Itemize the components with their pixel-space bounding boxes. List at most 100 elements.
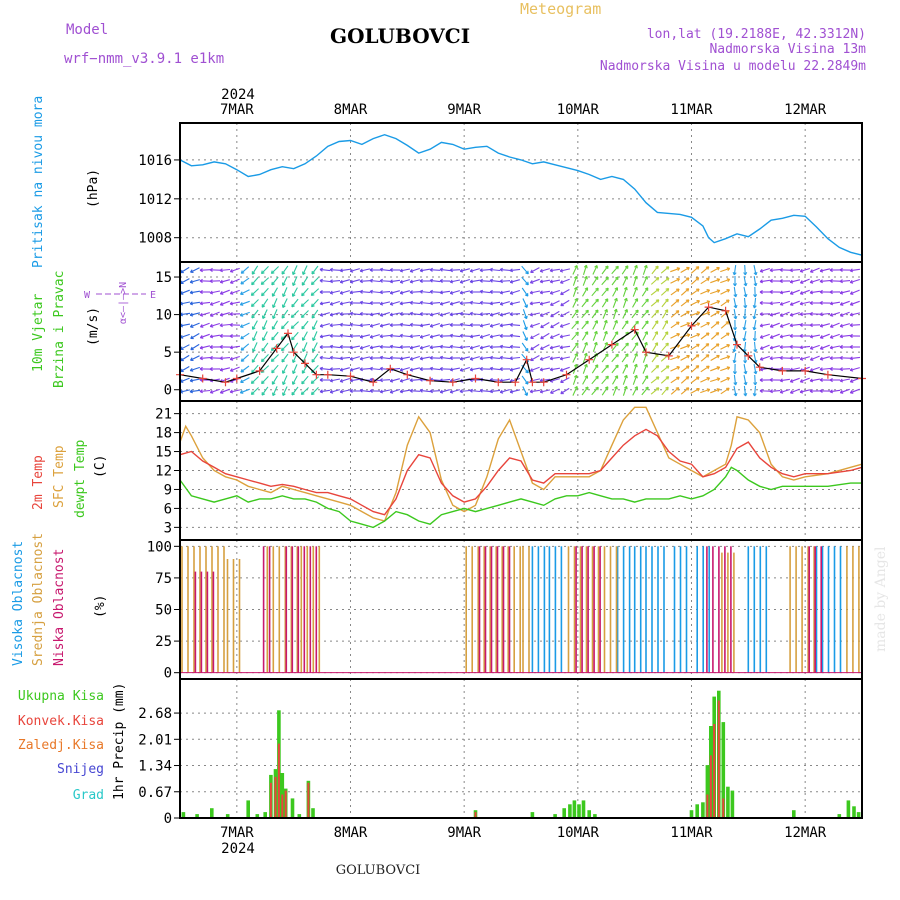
- wind-ytick-label: 0: [164, 383, 172, 399]
- total-rain-bar: [721, 722, 726, 818]
- bottom-date-axis: 7MAR 8MAR 9MAR 10MAR 11MAR 12MAR: [220, 825, 827, 841]
- temperature-ytick-label: 15: [155, 445, 172, 461]
- wind-panel: 0 5 10 15: [155, 261, 866, 402]
- convective-rain-bar: [277, 743, 280, 818]
- total-rain-bar: [705, 765, 710, 818]
- wind-gust-marker: [539, 378, 548, 387]
- date-tick-label-top: 9MAR: [447, 102, 481, 118]
- precip-legend: Ukupna Kisa Konvek.Kisa Zaledj.Kisa Snij…: [18, 683, 127, 803]
- wind-gust-marker: [289, 348, 298, 357]
- total-rain-bar: [246, 800, 250, 818]
- temp-ylabel-2m: 2m Temp: [31, 455, 46, 510]
- wind-ylabel: 10m Vjetar Brzina i Pravac (m/s) α<—|—>N…: [31, 271, 156, 388]
- year-top: 2024: [221, 87, 255, 103]
- wind-arrows: [179, 264, 861, 397]
- temp-ylabel-dewpt: dewpt Temp: [73, 440, 88, 518]
- sfc-temp-line: [179, 406, 863, 522]
- total-rain-bar: [577, 804, 581, 818]
- total-rain-bar: [846, 800, 851, 818]
- precip-ytick-label: 0.67: [138, 785, 172, 801]
- date-tick-label-bottom: 7MAR: [220, 825, 254, 841]
- cloud-ylabel-low: Niska Oblacnost: [52, 549, 67, 666]
- cloud-ytick-label: 50: [155, 603, 172, 619]
- wind-ylabel-title-2: Brzina i Pravac: [52, 271, 67, 388]
- precip-ytick-label: 2.01: [138, 732, 172, 748]
- precip-ytick-label: 0: [164, 811, 172, 827]
- wind-gust-marker: [494, 378, 503, 387]
- wind-gust-marker: [704, 303, 713, 312]
- legend-convective-rain: Konvek.Kisa: [18, 714, 104, 729]
- wind-gust-marker: [778, 366, 787, 375]
- total-rain-bar: [290, 798, 295, 818]
- wind-gust-marker: [522, 355, 531, 364]
- date-tick-label-bottom: 10MAR: [557, 825, 600, 841]
- convective-rain-bar: [269, 782, 272, 818]
- wind-gust-marker: [312, 370, 321, 379]
- convective-rain-bar: [281, 794, 284, 818]
- lonlat-text: lon,lat (19.2188E, 42.3312N): [647, 27, 866, 42]
- wind-gust-marker: [744, 351, 753, 360]
- wind-gust-marker: [664, 351, 673, 360]
- wind-gust-marker: [642, 348, 650, 357]
- wind-gust-marker: [198, 374, 207, 383]
- wind-ylabel-title-1: 10m Vjetar: [31, 294, 46, 372]
- dewpoint-line: [179, 466, 862, 529]
- total-rain-bar: [856, 812, 861, 818]
- wind-gust-marker: [755, 363, 764, 372]
- cloud-ylabel-high: Visoka Oblacnost: [11, 541, 26, 666]
- total-rain-bar: [792, 810, 796, 818]
- temperature-ytick-label: 21: [155, 407, 172, 423]
- footer-station: GOLUBOVCI: [336, 863, 421, 878]
- temperature-ytick-label: 9: [164, 482, 172, 498]
- wind-gust-marker: [255, 366, 264, 375]
- convective-rain-bar: [713, 724, 716, 818]
- wind-gust-marker: [232, 374, 241, 383]
- elevation-text: Nadmorska Visina 13m: [709, 42, 866, 57]
- wind-gust-marker: [630, 325, 639, 334]
- total-rain-bar: [568, 804, 572, 818]
- total-rain-bar: [210, 808, 214, 818]
- wind-gust-marker: [448, 378, 457, 387]
- total-rain-bar: [225, 814, 230, 818]
- wind-ytick-label: 15: [155, 270, 172, 286]
- model-elevation-text: Nadmorska Visina u modelu 22.2849m: [600, 59, 866, 74]
- cloud-ylabel-unit: (%): [93, 595, 108, 618]
- station-title: GOLUBOVCI: [330, 24, 470, 48]
- total-rain-bar: [297, 814, 302, 818]
- total-rain-bar: [852, 806, 856, 818]
- wind-ytick-label: 10: [155, 308, 172, 324]
- wind-gust-marker: [823, 370, 832, 379]
- precip-ytick-label: 1.34: [138, 759, 172, 775]
- legend-freezing-rain: Zaledj.Kisa: [18, 738, 104, 753]
- product-title: Meteogram: [520, 0, 601, 18]
- pressure-line: [179, 133, 863, 256]
- pressure-ytick-label: 1016: [138, 153, 172, 169]
- total-rain-bar: [530, 812, 535, 818]
- convective-rain-bar: [307, 782, 310, 818]
- date-tick-label-top: 11MAR: [670, 102, 713, 118]
- cloud-panel: 0 25 50 75 100: [147, 539, 863, 682]
- total-rain-bar: [572, 800, 577, 818]
- total-rain-bar: [581, 800, 586, 818]
- total-rain-bar: [255, 814, 260, 818]
- total-rain-bar: [587, 810, 591, 818]
- pressure-ylabel-title: Pritisak na nivou mora: [31, 96, 46, 268]
- total-rain-bar: [562, 808, 566, 818]
- wind-gust-marker: [284, 329, 292, 338]
- pressure-ylabel-unit: (hPa): [86, 169, 101, 208]
- pressure-ylabel: Pritisak na nivou mora (hPa): [31, 96, 101, 268]
- cloud-ytick-label: 100: [147, 539, 172, 555]
- cloud-ytick-label: 0: [164, 666, 172, 682]
- convective-rain-bar: [474, 812, 477, 818]
- wind-gust-marker: [323, 370, 332, 379]
- wind-gust-marker: [369, 378, 378, 387]
- temperature-ylabel: 2m Temp SFC Temp dewpt Temp (C): [31, 440, 108, 518]
- wind-gust-marker: [528, 378, 537, 387]
- wind-gust-marker: [511, 378, 520, 387]
- wind-gust-marker: [386, 364, 395, 373]
- legend-snow: Snijeg: [57, 762, 104, 777]
- temperature-ytick-label: 12: [155, 464, 172, 480]
- total-rain-bar: [726, 786, 730, 818]
- temperature-ytick-label: 18: [155, 426, 172, 442]
